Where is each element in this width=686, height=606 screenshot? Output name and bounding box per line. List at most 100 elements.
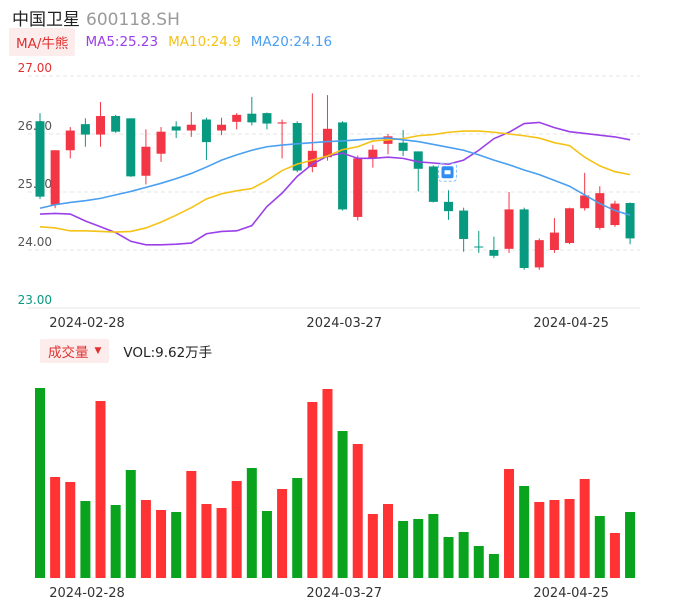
candle-body — [610, 203, 620, 226]
volume-bar — [579, 479, 590, 578]
volume-bar — [171, 512, 182, 578]
candle-body — [549, 232, 559, 250]
candle-body — [534, 240, 544, 268]
volume-value-label: VOL:9.62万手 — [123, 345, 213, 361]
x-tick-label: 2024-03-27 — [306, 586, 382, 601]
price-y-axis: 27.00 26.00 25.00 24.00 23.00 — [18, 61, 52, 307]
volume-bar — [125, 470, 136, 578]
volume-bar — [337, 431, 348, 578]
candle-body — [126, 118, 136, 177]
y-tick-label: 27.00 — [18, 61, 52, 75]
volume-bar — [549, 500, 560, 578]
candle-body — [368, 149, 378, 159]
volume-bar — [564, 499, 575, 578]
volume-bar — [261, 511, 272, 578]
candle-body — [247, 113, 257, 123]
volume-bar — [80, 501, 91, 578]
candle-body — [519, 209, 529, 268]
candle-body — [111, 116, 121, 132]
candle-body — [474, 246, 484, 248]
volume-bar — [231, 481, 242, 578]
volume-bar — [367, 514, 378, 578]
volume-bar — [95, 401, 106, 578]
volume-bar — [534, 502, 545, 578]
candle-body — [595, 193, 605, 228]
y-tick-label: 26.00 — [18, 119, 52, 133]
candle-body — [307, 150, 317, 168]
ma-toggle-button[interactable]: MA/牛熊 — [9, 28, 76, 56]
caret-down-icon: ▼ — [94, 346, 102, 356]
volume-bar — [246, 468, 257, 578]
candle-body — [50, 150, 60, 205]
ma-legend: MA/牛熊 MA5:25.23 MA10:24.9 MA20:24.16 — [9, 28, 336, 56]
volume-bar — [201, 504, 212, 578]
volume-bar — [50, 477, 61, 578]
candle-body — [186, 124, 196, 131]
candle-body — [565, 208, 575, 244]
candle-body — [580, 195, 590, 209]
ma20-line — [39, 137, 631, 216]
candle-body — [277, 122, 287, 124]
price-x-axis: 2024-02-28 2024-03-27 2024-04-25 — [49, 316, 609, 331]
ma20-label: MA20:24.16 — [250, 34, 333, 50]
x-tick-label: 2024-04-25 — [533, 586, 609, 601]
candle-body — [504, 209, 514, 249]
candle-body — [262, 113, 272, 124]
volume-bar — [292, 478, 303, 578]
candle-body — [322, 128, 332, 158]
candlesticks — [35, 93, 635, 270]
marker-glyph — [444, 170, 451, 175]
candle-body — [156, 131, 166, 154]
candle-body — [201, 119, 211, 143]
volume-bar — [428, 514, 439, 578]
candle-body — [232, 114, 242, 122]
candle-body — [35, 121, 45, 197]
ma5-line — [39, 121, 631, 246]
y-tick-label: 24.00 — [18, 235, 52, 249]
volume-bar — [307, 402, 318, 578]
volume-bar — [277, 489, 288, 578]
candle-body — [398, 142, 408, 151]
volume-bar — [110, 505, 121, 578]
volume-bar — [186, 471, 197, 578]
volume-bar — [625, 512, 636, 578]
candle-body — [80, 124, 90, 135]
moving-average-lines — [39, 121, 631, 246]
candle-body — [625, 203, 635, 239]
x-tick-label: 2024-02-28 — [49, 586, 125, 601]
stock-title: 中国卫星 600118.SH — [12, 5, 180, 30]
volume-indicator-label: 成交量 — [48, 345, 89, 361]
volume-indicator-dropdown[interactable]: 成交量 ▼ — [40, 339, 110, 363]
volume-bar — [458, 532, 469, 578]
candle-body — [459, 210, 469, 239]
x-tick-label: 2024-04-25 — [533, 316, 609, 331]
volume-bar — [382, 504, 393, 578]
candle-body — [171, 126, 181, 131]
volume-bar — [65, 482, 76, 578]
candle-body — [292, 122, 302, 171]
volume-bar — [398, 521, 409, 578]
volume-bar — [594, 516, 605, 578]
volume-bar — [140, 500, 151, 578]
volume-bar — [35, 388, 45, 578]
volume-bar — [488, 554, 499, 578]
candle-body — [65, 130, 75, 151]
x-tick-label: 2024-03-27 — [306, 316, 382, 331]
volume-bar — [156, 510, 167, 578]
candle-body — [96, 116, 106, 135]
stock-name: 中国卫星 — [12, 10, 80, 30]
volume-bar — [519, 486, 530, 578]
y-tick-label: 25.00 — [18, 177, 52, 191]
price-grid — [28, 75, 640, 309]
volume-bar — [216, 508, 227, 578]
volume-bar — [413, 519, 424, 578]
ma10-label: MA10:24.9 — [168, 34, 241, 50]
volume-bar — [473, 546, 484, 578]
candle-body — [141, 146, 151, 176]
volume-bar — [322, 389, 333, 578]
stock-code: 600118.SH — [86, 10, 180, 30]
x-tick-label: 2024-02-28 — [49, 316, 125, 331]
volume-bar — [352, 444, 363, 578]
volume-bar — [443, 537, 454, 578]
